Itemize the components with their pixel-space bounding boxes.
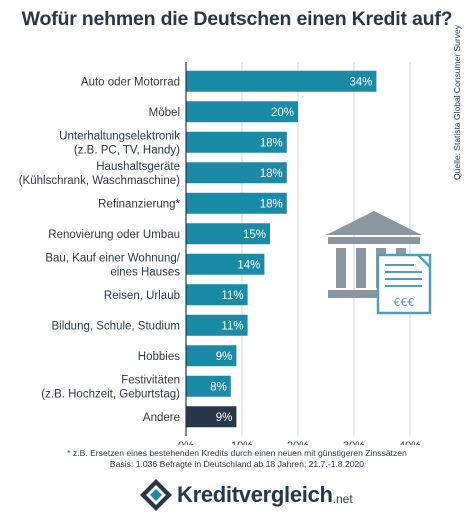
- category-label: Renovierung oder Umbau: [48, 229, 180, 241]
- bar: [186, 70, 377, 92]
- category-label: Bildung, Schule, Studium: [52, 320, 181, 332]
- bar-value-label: 11%: [221, 290, 243, 302]
- logo-tld: .net: [332, 492, 353, 506]
- chart-title: Wofür nehmen die Deutschen einen Kredit …: [21, 8, 453, 30]
- category-label: Reisen, Urlaub: [104, 290, 180, 302]
- bar-chart: 0% 10% 20% 30% 40% 34% Auto oder Motorrad 20% Mö…: [19, 62, 421, 445]
- bar: [186, 284, 248, 306]
- category-label: Möbel: [149, 107, 180, 119]
- x-tick-label: 0%: [178, 440, 194, 445]
- bar: [186, 406, 237, 428]
- euro-document-icon: €€€: [376, 253, 432, 315]
- bar: [186, 223, 270, 245]
- bar: [186, 345, 237, 367]
- bar: [186, 375, 231, 397]
- category-label: Unterhaltungselektronik (z.B. PC, TV, Han…: [59, 130, 180, 156]
- source-note: Quelle: Statista Global Consumer Survey: [452, 25, 462, 180]
- bar-value-label: 20%: [271, 107, 294, 119]
- category-label: Festivitäten (z.B. Hochzeit, Geburtstag): [41, 374, 180, 400]
- kreditvergleich-logo[interactable]: Kreditvergleich .net: [138, 477, 353, 513]
- logo-name: Kreditvergleich: [177, 482, 333, 507]
- bar: [186, 162, 287, 184]
- bar: [186, 101, 298, 123]
- bank-building-icon: €€€: [326, 211, 432, 315]
- bar-value-label: 34%: [349, 76, 372, 88]
- bar-value-label: 8%: [210, 381, 227, 393]
- x-tick-label: 10%: [231, 440, 253, 445]
- x-tick-label: 30%: [343, 440, 365, 445]
- bar-value-label: 9%: [216, 351, 233, 363]
- kreditvergleich-logo-icon: [140, 479, 172, 511]
- bar: [186, 131, 287, 153]
- bar: [186, 253, 265, 275]
- category-label: Andere: [143, 412, 180, 424]
- bar-value-label: 18%: [260, 198, 283, 210]
- footnote-line-2: Basis: 1.036 Befragte in Deutschland ab …: [109, 459, 365, 469]
- category-label: Hobbies: [138, 351, 180, 363]
- bar-value-label: 15%: [243, 229, 266, 241]
- category-label: Auto oder Motorrad: [81, 76, 180, 88]
- footnote-line-1: * z.B. Ersetzen eines bestehenden Kredit…: [67, 448, 407, 458]
- footnote: * z.B. Ersetzen eines bestehenden Kredit…: [0, 448, 474, 470]
- bar: [186, 192, 287, 214]
- x-tick-label: 20%: [287, 440, 309, 445]
- bar-value-label: 14%: [237, 259, 260, 271]
- category-label: Bau, Kauf einer Wohnung/eines Hauses: [45, 252, 180, 278]
- bar-value-label: 18%: [260, 168, 283, 180]
- category-label: Haushaltsgeräte (Kühlschrank, Waschmaschi…: [19, 161, 180, 187]
- category-label: Refinanzierung*: [98, 198, 180, 210]
- bar: [186, 314, 248, 336]
- bar-value-label: 18%: [260, 137, 283, 149]
- svg-text:€€€: €€€: [394, 296, 415, 309]
- bar-value-label: 9%: [216, 412, 233, 424]
- bar-value-label: 11%: [221, 320, 243, 332]
- x-tick-label: 40%: [399, 440, 421, 445]
